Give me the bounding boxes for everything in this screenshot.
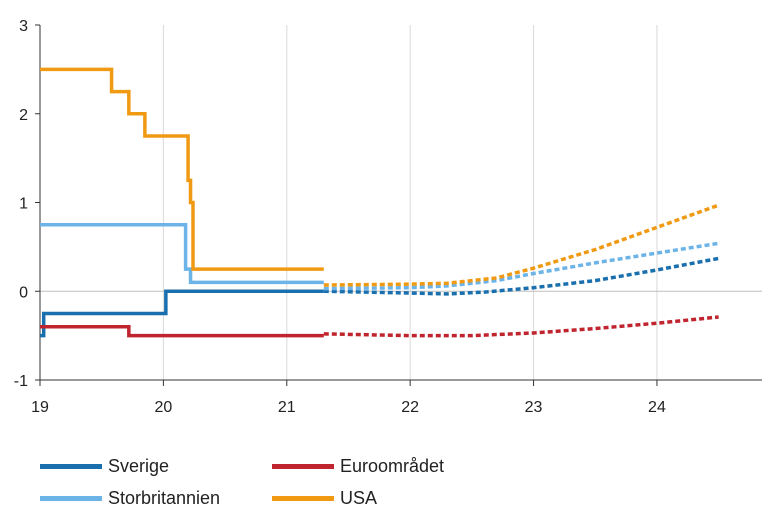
y-tick-label: 1 bbox=[19, 196, 28, 213]
x-tick-label: 21 bbox=[278, 399, 296, 416]
series-forecast-sverige bbox=[323, 256, 719, 296]
legend-item-usa: USA bbox=[272, 488, 377, 509]
x-tick-label: 20 bbox=[154, 399, 172, 416]
series-line-storbritannien bbox=[40, 222, 324, 285]
series-forecast-usa bbox=[323, 203, 720, 287]
legend-item-euroomradet: Euroområdet bbox=[272, 456, 444, 477]
legend-swatch bbox=[272, 464, 334, 469]
legend-label: Euroområdet bbox=[340, 456, 445, 476]
legend-item-storbritannien: Storbritannien bbox=[40, 488, 220, 509]
legend-swatch bbox=[272, 496, 334, 501]
series-forecast-euroomr-det bbox=[323, 315, 719, 338]
series-forecast-storbritannien bbox=[323, 241, 719, 291]
series-group bbox=[40, 67, 720, 338]
x-tick-label: 23 bbox=[525, 399, 543, 416]
y-tick-label: 2 bbox=[19, 107, 28, 124]
series-line-usa bbox=[40, 67, 324, 271]
legend-label: USA bbox=[340, 488, 378, 508]
legend-swatch bbox=[40, 496, 102, 501]
legend-label: Storbritannien bbox=[108, 488, 221, 508]
x-tick-label: 24 bbox=[648, 399, 666, 416]
y-tick-label: 3 bbox=[19, 18, 28, 35]
series-line-sverige bbox=[40, 289, 324, 338]
legend-label: Sverige bbox=[108, 456, 170, 476]
y-tick-label: 0 bbox=[19, 284, 28, 301]
grid-lines bbox=[40, 25, 762, 380]
legend-item-sverige: Sverige bbox=[40, 456, 169, 477]
axes bbox=[35, 24, 762, 386]
series-line-euroomr-det bbox=[40, 325, 324, 338]
x-tick-label: 19 bbox=[31, 399, 49, 416]
legend-swatch bbox=[40, 464, 102, 469]
x-tick-label: 22 bbox=[401, 399, 419, 416]
y-tick-label: -1 bbox=[14, 373, 28, 390]
